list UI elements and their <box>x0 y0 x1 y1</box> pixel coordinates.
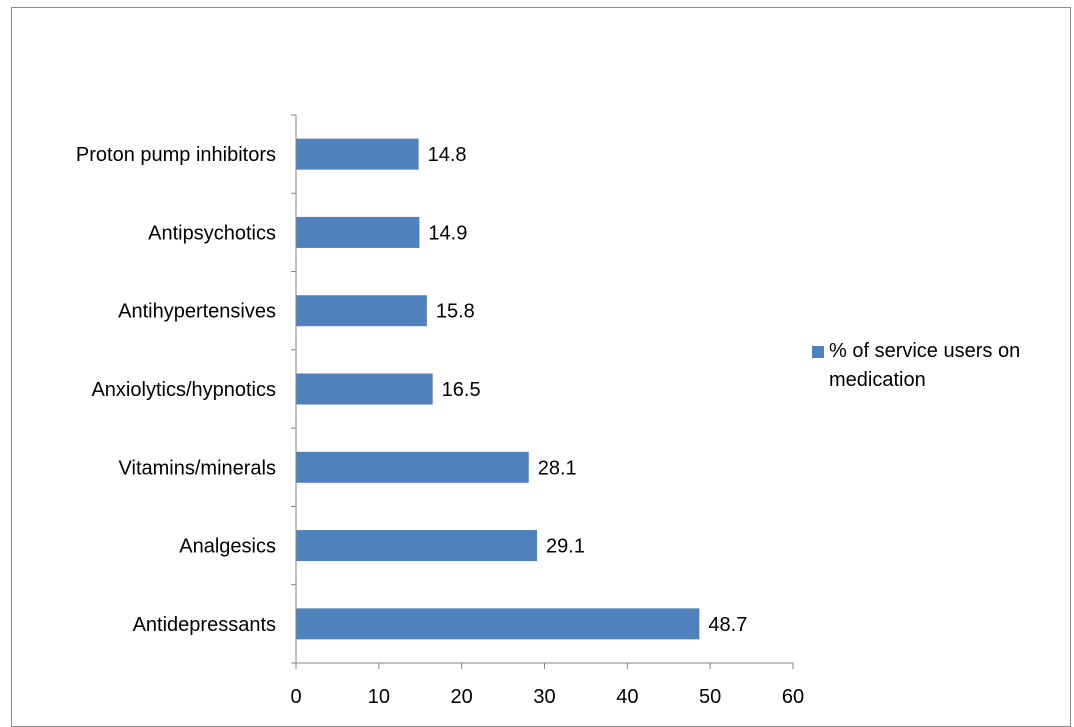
bars-layer <box>296 138 700 640</box>
category-label: Anxiolytics/hypnotics <box>91 379 276 401</box>
bar-proton-pump-inhibitors <box>296 138 419 170</box>
x-tick-label: 60 <box>782 686 804 708</box>
data-label: 16.5 <box>442 379 481 401</box>
category-label: Antipsychotics <box>148 222 276 244</box>
data-label: 14.9 <box>428 222 467 244</box>
data-label: 28.1 <box>538 457 577 479</box>
category-label: Proton pump inhibitors <box>76 144 276 166</box>
x-tick-label: 20 <box>451 686 473 708</box>
legend-label: % of service users on <box>829 340 1020 362</box>
legend-swatch <box>812 346 824 358</box>
data-label: 48.7 <box>708 614 747 636</box>
bar-antipsychotics <box>296 216 420 248</box>
data-label: 14.8 <box>428 144 467 166</box>
data-label: 15.8 <box>436 301 475 323</box>
x-tick-label: 30 <box>533 686 555 708</box>
bar-antihypertensives <box>296 295 427 327</box>
category-label: Analgesics <box>179 536 276 558</box>
bar-vitamins-minerals <box>296 451 529 483</box>
category-label: Vitamins/minerals <box>119 457 276 479</box>
bar-anxiolytics-hypnotics <box>296 373 433 405</box>
data-label: 29.1 <box>546 536 585 558</box>
category-label: Antihypertensives <box>118 301 276 323</box>
category-label: Antidepressants <box>133 614 276 636</box>
x-tick-label: 0 <box>290 686 301 708</box>
bar-antidepressants <box>296 608 700 640</box>
axes-layer <box>291 114 794 669</box>
x-tick-label: 50 <box>699 686 721 708</box>
legend-label: medication <box>829 369 926 391</box>
bar-analgesics <box>296 530 538 562</box>
x-tick-label: 40 <box>616 686 638 708</box>
labels-layer: 48.7 Antidepressants 29.1 Analgesics 28.1 Vit… <box>76 144 804 708</box>
chart-frame <box>11 7 1071 727</box>
x-tick-label: 10 <box>368 686 390 708</box>
legend: % of service users on medication <box>812 340 1020 391</box>
